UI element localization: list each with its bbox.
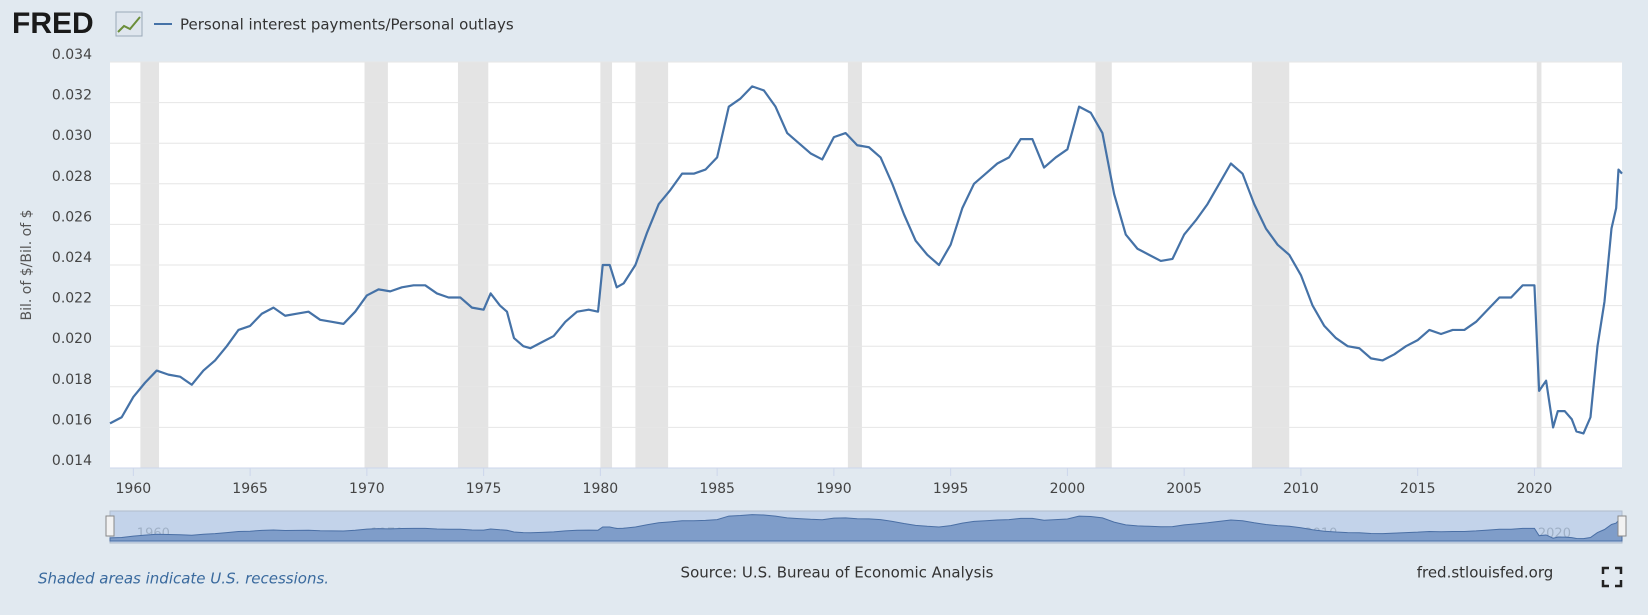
y-tick-label: 0.026 (52, 209, 92, 225)
navigator-handle[interactable] (105, 515, 115, 537)
y-tick-label: 0.022 (52, 291, 92, 307)
site-link[interactable]: fred.stlouisfed.org (1417, 564, 1554, 582)
navigator-area (109, 514, 1623, 542)
x-tick-label: 2010 (1283, 481, 1319, 497)
navigator-handle[interactable] (1617, 515, 1627, 537)
legend-label[interactable]: Personal interest payments/Personal outl… (180, 16, 514, 34)
y-tick-label: 0.032 (52, 88, 92, 104)
y-tick-label: 0.018 (52, 372, 92, 388)
logo-icon-line (117, 16, 141, 33)
x-tick-label: 1970 (349, 481, 385, 497)
y-tick-label: 0.016 (52, 412, 92, 428)
recession-note: Shaded areas indicate U.S. recessions. (38, 570, 329, 588)
logo[interactable]: FRED (12, 7, 94, 40)
x-tick-label: 1965 (232, 481, 268, 497)
x-tick-label: 2005 (1166, 481, 1202, 497)
y-tick-label: 0.024 (52, 250, 92, 266)
x-tick-label: 2000 (1050, 481, 1086, 497)
y-tick-label: 0.028 (52, 169, 92, 185)
fullscreen-button[interactable] (1601, 566, 1623, 588)
x-tick-label: 2015 (1400, 481, 1436, 497)
y-tick-label: 0.020 (52, 331, 92, 347)
x-tick-label: 1995 (933, 481, 969, 497)
y-tick-label: 0.034 (52, 47, 92, 63)
x-tick-label: 1985 (699, 481, 735, 497)
series-line (109, 85, 1623, 435)
y-tick-label: 0.014 (52, 453, 92, 469)
x-tick-label: 1975 (466, 481, 502, 497)
x-tick-label: 2020 (1517, 481, 1553, 497)
x-tick-label: 1990 (816, 481, 852, 497)
logo-icon (115, 11, 143, 37)
source[interactable]: Source: U.S. Bureau of Economic Analysis (681, 564, 994, 582)
y-tick-label: 0.030 (52, 128, 92, 144)
x-tick-label: 1960 (116, 481, 152, 497)
x-tick-label: 1980 (583, 481, 619, 497)
y-axis-label: Bil. of $/Bil. of $ (19, 210, 35, 321)
